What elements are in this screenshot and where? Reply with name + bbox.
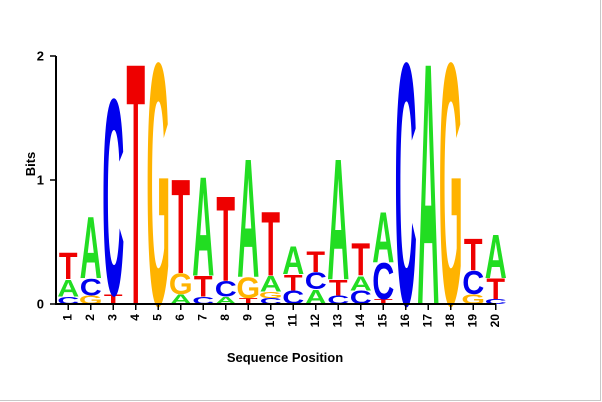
x-tick-label: 19 xyxy=(465,314,479,328)
y-axis-label: Bits xyxy=(23,152,38,177)
logo-letter-17-a: A xyxy=(417,0,439,379)
x-tick-label: 18 xyxy=(443,314,457,328)
x-tick-label: 16 xyxy=(398,314,412,328)
logo-letter-15-a: A xyxy=(372,197,394,278)
x-tick-label: 11 xyxy=(285,314,299,327)
logo-letter-4-t: T xyxy=(126,0,145,379)
logo-letter-1-a: A xyxy=(57,275,79,302)
x-tick-label: 10 xyxy=(263,314,277,328)
logo-letter-13-t: T xyxy=(329,275,348,300)
logo-letter-7-t: T xyxy=(194,271,213,303)
logo-letter-2-a: A xyxy=(80,199,102,298)
x-tick-label: 14 xyxy=(353,314,367,328)
logo-letter-9-a: A xyxy=(237,124,259,313)
logo-letter-2-c: C xyxy=(80,273,102,300)
logo-letter-12-c: C xyxy=(305,267,327,294)
logo-letter-10-c: C xyxy=(260,296,282,306)
logo-letter-10-g: G xyxy=(259,290,283,300)
logo-letter-19-c: C xyxy=(462,264,484,301)
logo-letter-15-c: C xyxy=(372,253,394,312)
x-tick-label: 7 xyxy=(195,314,209,321)
x-tick-label: 9 xyxy=(240,314,254,321)
logo-letter-16-c: C xyxy=(395,0,417,379)
logo-letter-12-a: A xyxy=(305,285,327,309)
y-tick-label: 2 xyxy=(37,48,44,63)
logo-letter-18-g: G xyxy=(439,0,463,379)
logo-letter-20-a: A xyxy=(485,223,507,292)
logo-letter-20-t: T xyxy=(486,274,505,306)
x-tick-label: 17 xyxy=(420,314,434,328)
logo-letter-6-t: T xyxy=(171,150,190,302)
logo-letter-11-t: T xyxy=(284,270,303,295)
logo-letter-10-a: A xyxy=(260,271,282,296)
logo-letter-7-c: C xyxy=(192,294,214,306)
x-tick-label: 15 xyxy=(375,314,389,328)
x-tick-label: 3 xyxy=(105,314,119,321)
logo-letter-8-a: A xyxy=(215,294,237,306)
logo-letter-8-t: T xyxy=(216,171,235,307)
x-tick-label: 8 xyxy=(218,314,232,321)
logo-letter-13-a: A xyxy=(327,123,349,317)
logo-letter-9-t: T xyxy=(239,296,258,306)
logo-letter-7-a: A xyxy=(192,147,214,306)
logo-letter-3-c: C xyxy=(102,41,124,355)
x-tick-label: 5 xyxy=(150,314,164,321)
logo-letter-19-t: T xyxy=(464,231,483,281)
logo-letter-12-t: T xyxy=(306,246,325,278)
logo-letter-5-g: G xyxy=(146,0,170,379)
logo-letter-20-c: C xyxy=(485,298,507,306)
x-axis-label: Sequence Position xyxy=(227,350,343,365)
logo-letter-1-c: C xyxy=(57,294,79,306)
y-tick-label: 1 xyxy=(37,172,44,187)
logo-letter-8-c: C xyxy=(215,276,237,301)
y-tick-label: 0 xyxy=(37,296,44,311)
x-tick-label: 6 xyxy=(173,314,187,321)
x-tick-label: 13 xyxy=(330,314,344,328)
logo-letter-14-a: A xyxy=(350,271,372,295)
logo-letter-9-g: G xyxy=(236,272,260,304)
logo-letter-1-t: T xyxy=(59,246,78,288)
logo-letter-11-a: A xyxy=(282,238,304,283)
logo-letter-14-t: T xyxy=(351,234,370,286)
x-ticks: 1 2 3 4 5 6 7 8 9 10 11 12 13 14 15 16 17 18 19 20 xyxy=(60,304,502,327)
y-ticks: 0 1 2 xyxy=(37,48,56,311)
logo-letter-10-t: T xyxy=(261,194,280,296)
x-tick-label: 1 xyxy=(60,314,74,321)
x-tick-label: 2 xyxy=(83,314,97,321)
x-tick-label: 12 xyxy=(308,314,322,328)
logo-letter-15-t: T xyxy=(374,298,393,306)
logo-letter-6-g: G xyxy=(169,269,193,301)
x-tick-label: 20 xyxy=(488,314,502,328)
x-tick-label: 4 xyxy=(128,314,142,321)
